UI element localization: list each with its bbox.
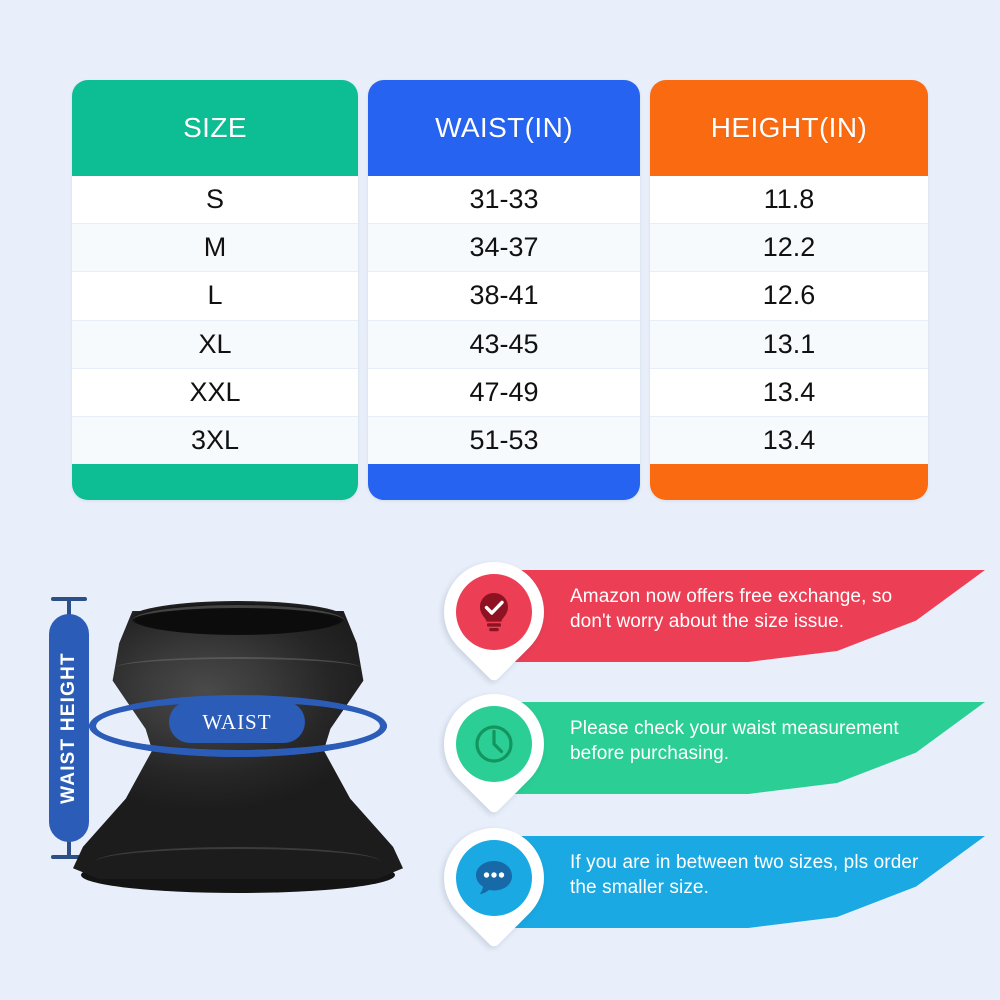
table-cell-height: 12.2 (650, 224, 928, 273)
table-cell-size: XL (72, 320, 358, 369)
pin-circle (456, 840, 532, 916)
belt-top-rim (131, 605, 345, 637)
column-body-size: S M L XL XXL 3XL (72, 176, 358, 465)
measure-tick-bottom (51, 855, 87, 859)
column-body-waist: 31-33 34-37 38-41 43-45 47-49 51-53 (368, 176, 640, 465)
table-cell-height: 13.1 (650, 320, 928, 369)
table-cell-waist: 51-53 (368, 416, 640, 465)
notice-text: If you are in between two sizes, pls ord… (570, 852, 919, 899)
table-cell-waist: 38-41 (368, 272, 640, 321)
notice-text: Amazon now offers free exchange, so don'… (570, 586, 893, 633)
table-cell-height: 13.4 (650, 368, 928, 417)
column-header-waist: WAIST(IN) (368, 80, 640, 176)
size-chart-table: SIZE S M L XL XXL 3XL WAIST(IN) 31-33 34… (72, 80, 928, 500)
table-cell-height: 13.4 (650, 416, 928, 465)
table-cell-height: 11.8 (650, 176, 928, 225)
notice-pin (423, 673, 565, 815)
table-cell-height: 12.6 (650, 272, 928, 321)
table-cell-size: M (72, 224, 358, 273)
table-cell-size: XXL (72, 368, 358, 417)
table-cell-waist: 31-33 (368, 176, 640, 225)
table-cell-waist: 43-45 (368, 320, 640, 369)
column-footer-waist (368, 464, 640, 500)
column-footer-size (72, 464, 358, 500)
table-cell-size: 3XL (72, 416, 358, 465)
notice-banner: Please check your waist measurement befo… (423, 673, 985, 815)
notice-text: Please check your waist measurement befo… (570, 718, 899, 765)
table-cell-waist: 47-49 (368, 368, 640, 417)
notice-banner-list: Amazon now offers free exchange, so don'… (423, 541, 985, 970)
notice-pin (423, 807, 565, 949)
waist-height-measure: WAIST HEIGHT (48, 597, 90, 859)
pin-circle (456, 706, 532, 782)
belt-seam-upper (115, 657, 361, 679)
table-column-size: SIZE S M L XL XXL 3XL (72, 80, 358, 500)
table-column-waist: WAIST(IN) 31-33 34-37 38-41 43-45 47-49 … (368, 80, 640, 500)
product-illustration: WAIST HEIGHT WAIST (18, 575, 438, 975)
clock-icon (472, 722, 516, 766)
table-cell-size: L (72, 272, 358, 321)
waist-height-badge: WAIST HEIGHT (49, 614, 89, 842)
waist-badge: WAIST (169, 701, 305, 743)
lightbulb-check-icon (474, 590, 514, 634)
column-header-size: SIZE (72, 80, 358, 176)
column-body-height: 11.8 12.2 12.6 13.1 13.4 13.4 (650, 176, 928, 465)
belt-seam-lower (95, 847, 381, 877)
waist-trainer-belt: WAIST (73, 595, 403, 893)
notice-banner: Amazon now offers free exchange, so don'… (423, 541, 985, 683)
notice-banner: If you are in between two sizes, pls ord… (423, 807, 985, 949)
chat-bubble-icon (472, 857, 516, 899)
table-cell-size: S (72, 176, 358, 225)
notice-pin (423, 541, 565, 683)
table-column-height: HEIGHT(IN) 11.8 12.2 12.6 13.1 13.4 13.4 (650, 80, 928, 500)
pin-circle (456, 574, 532, 650)
waist-label: WAIST (202, 709, 272, 734)
column-footer-height (650, 464, 928, 500)
column-header-height: HEIGHT(IN) (650, 80, 928, 176)
table-cell-waist: 34-37 (368, 224, 640, 273)
